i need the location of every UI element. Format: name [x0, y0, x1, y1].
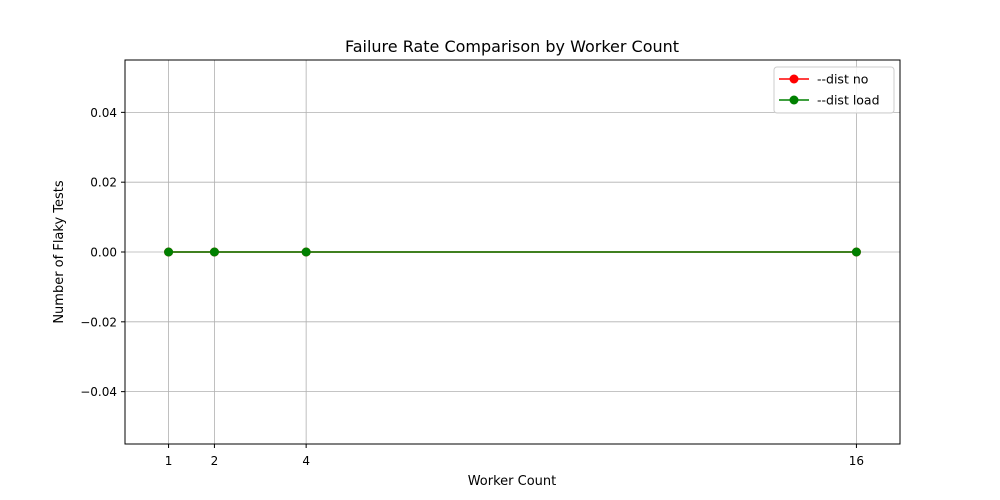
x-axis: 1 2 4 16 [165, 444, 864, 468]
y-tick-label: −0.04 [80, 385, 117, 399]
legend-label: --dist load [817, 93, 880, 108]
legend-swatch-marker [789, 74, 799, 84]
y-tick-label: −0.02 [80, 315, 117, 329]
x-tick-label: 2 [211, 454, 219, 468]
series-layer [164, 247, 861, 257]
y-axis-label: Number of Flaky Tests [52, 180, 67, 324]
legend: --dist no --dist load [773, 66, 895, 114]
data-point [164, 247, 174, 257]
chart-title: Failure Rate Comparison by Worker Count [345, 37, 679, 56]
y-axis: −0.04 −0.02 0.00 0.02 0.04 [80, 106, 125, 399]
legend-label: --dist no [817, 72, 868, 87]
legend-item: --dist no [779, 72, 868, 87]
x-tick-label: 1 [165, 454, 173, 468]
x-tick-label: 4 [302, 454, 310, 468]
data-point [209, 247, 219, 257]
data-point [301, 247, 311, 257]
legend-item: --dist load [779, 93, 880, 108]
y-tick-label: 0.00 [90, 246, 117, 260]
y-tick-label: 0.02 [90, 176, 117, 190]
legend-swatch-marker [789, 95, 799, 105]
x-axis-label: Worker Count [468, 474, 557, 489]
data-point [851, 247, 861, 257]
y-tick-label: 0.04 [90, 106, 117, 120]
x-tick-label: 16 [849, 454, 864, 468]
series-2 [164, 247, 861, 257]
